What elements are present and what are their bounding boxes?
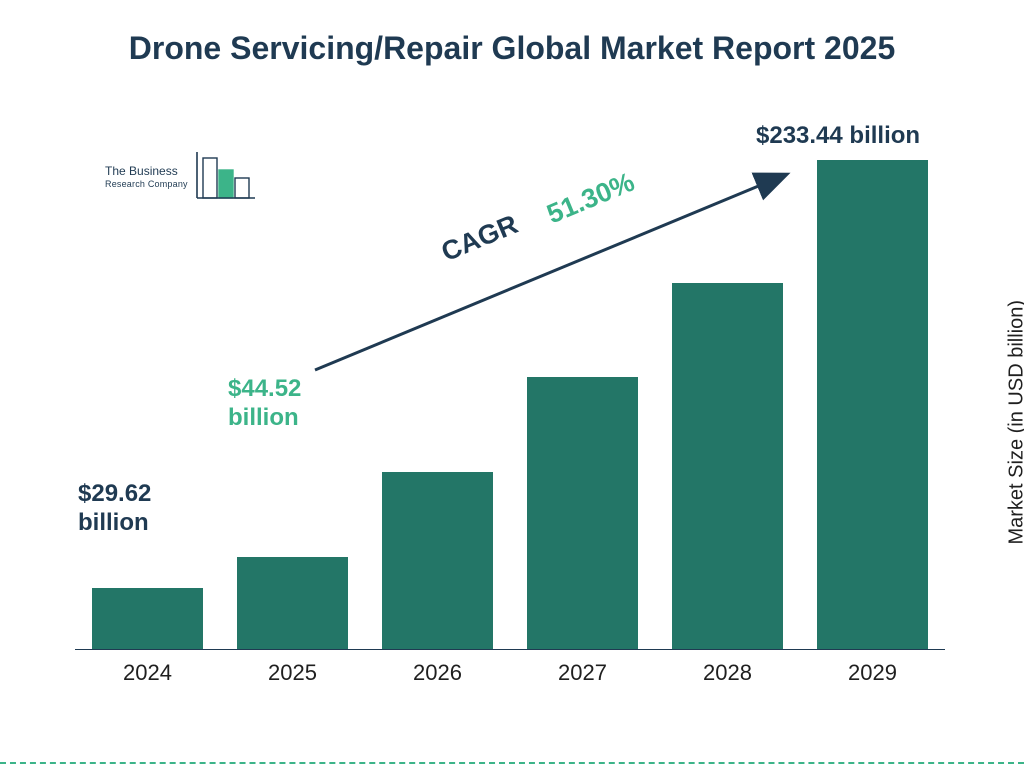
bar-wrap: 2024	[75, 150, 220, 650]
y-axis-label: Market Size (in USD billion)	[1006, 300, 1024, 545]
bar-wrap: 2026	[365, 150, 510, 650]
bar-wrap: 2028	[655, 150, 800, 650]
bottom-dashed-line	[0, 762, 1024, 764]
bar-chart: 202420252026202720282029	[75, 150, 945, 690]
x-category-label: 2027	[510, 660, 655, 686]
bar	[382, 472, 492, 650]
chart-baseline	[75, 649, 945, 650]
value-label: $44.52billion	[228, 375, 301, 433]
x-category-label: 2025	[220, 660, 365, 686]
value-label: $29.62billion	[78, 480, 151, 538]
x-category-label: 2028	[655, 660, 800, 686]
bar	[527, 377, 637, 650]
bars-container: 202420252026202720282029	[75, 150, 945, 650]
value-label: $233.44 billion	[756, 122, 920, 151]
bar	[672, 283, 782, 650]
chart-title: Drone Servicing/Repair Global Market Rep…	[0, 28, 1024, 68]
bar	[92, 588, 202, 650]
bar-wrap: 2027	[510, 150, 655, 650]
x-category-label: 2029	[800, 660, 945, 686]
bar-wrap: 2029	[800, 150, 945, 650]
x-category-label: 2026	[365, 660, 510, 686]
x-category-label: 2024	[75, 660, 220, 686]
bar	[237, 557, 347, 650]
bar	[817, 160, 927, 650]
